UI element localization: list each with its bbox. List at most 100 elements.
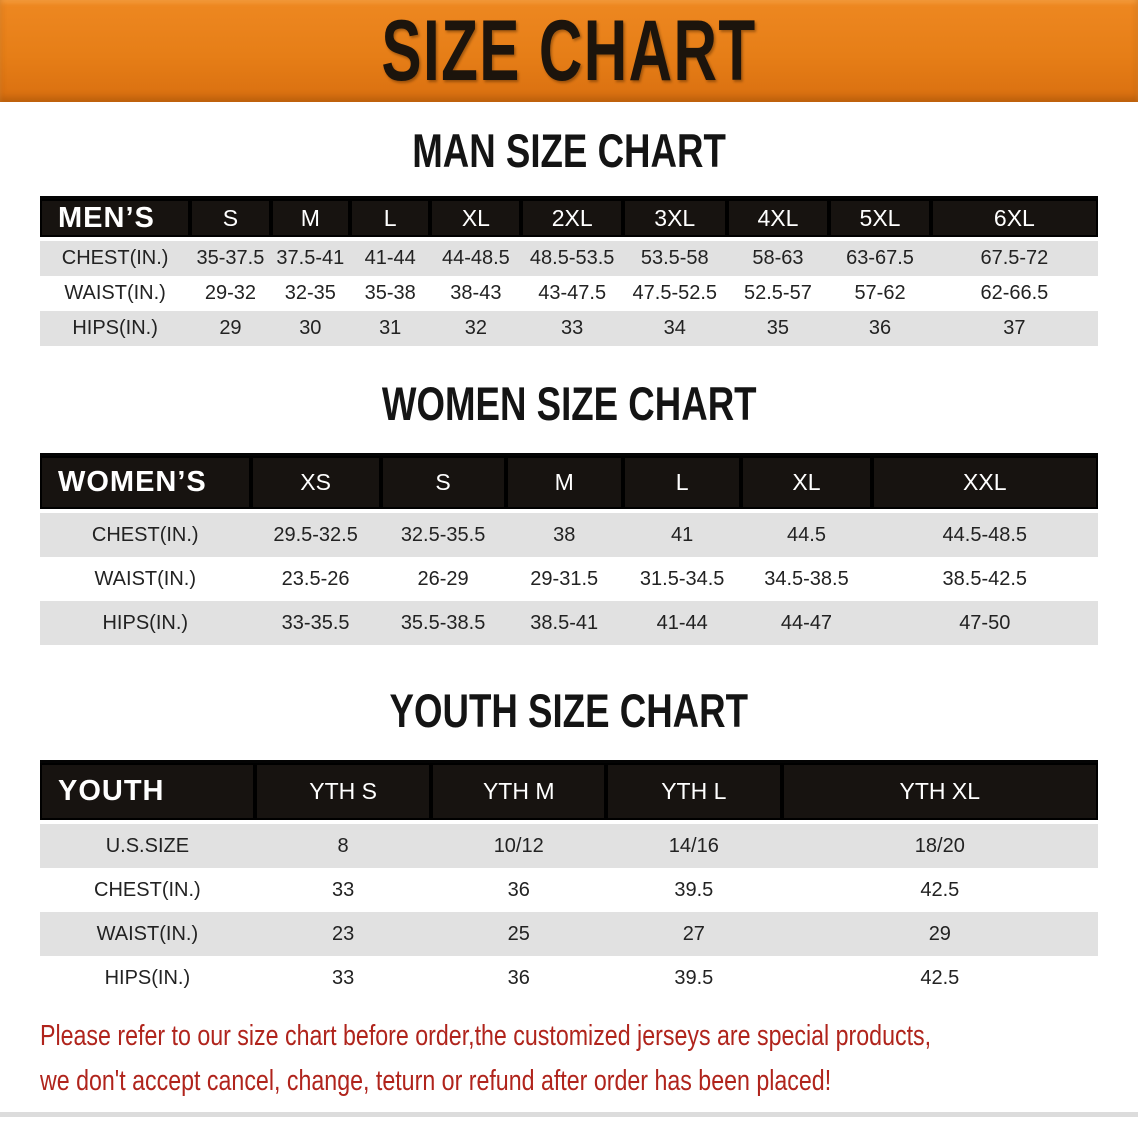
measurement-value: 44-47 [780, 611, 833, 634]
measurement-value: 44-48.5 [441, 247, 510, 269]
measurement-value: 33 [331, 878, 355, 901]
measurement-value: 48.5-53.5 [529, 247, 615, 269]
measurement-value: 32.5-35.5 [400, 523, 486, 546]
size-header-cell: 2XL [521, 196, 623, 241]
measurement-value: 38 [553, 523, 576, 546]
table-header-row: WOMEN’S XS S M L XL XXL [40, 453, 1098, 513]
measurement-value: 38.5-41 [530, 611, 599, 634]
measurement-value: 67.5-72 [980, 247, 1049, 269]
measurement-row: CHEST(IN.) 35-37.5 37.5-41 41-44 44-48.5 48.5… [40, 241, 1098, 276]
measurement-value: 35-37.5 [196, 247, 265, 269]
disclaimer-line-2: we don't accept cancel, change, teturn o… [40, 1059, 1138, 1104]
size-header-cell: L [349, 196, 431, 241]
measurement-value: 44.5 [787, 523, 826, 546]
measurement-row: WAIST(IN.) 29-32 32-35 35-38 38-43 43-47.5 47.… [40, 276, 1098, 311]
measurement-value: 44.5-48.5 [942, 523, 1028, 546]
measurement-value: 52.5-57 [744, 282, 812, 304]
table-header-row: MEN’S S M L XL 2XL 3XL 4XL 5XL 6XL [40, 196, 1098, 241]
measurement-value: 41-44 [656, 611, 708, 634]
measurement-value: 18/20 [914, 834, 965, 857]
measurement-row: WAIST(IN.) 23 25 27 29 [40, 912, 1098, 956]
bottom-edge-divider [0, 1112, 1138, 1117]
disclaimer-line-1: Please refer to our size chart before or… [40, 1014, 1138, 1059]
measurement-value: 35.5-38.5 [400, 611, 486, 634]
measurement-row: CHEST(IN.) 33 36 39.5 42.5 [40, 868, 1098, 912]
men-size-section: MAN SIZE CHART MEN’S S M L XL 2XL 3XL 4XL 5XL 6XL… [0, 102, 1138, 346]
measurement-value: 37 [1003, 317, 1026, 339]
measurement-value: 42.5 [920, 966, 960, 989]
measurement-value: 26-29 [417, 567, 469, 590]
measurement-value: 33 [561, 317, 584, 339]
measurement-label: U.S.SIZE [105, 834, 190, 857]
measurement-value: 14/16 [668, 834, 719, 857]
measurement-value: 35-38 [364, 282, 416, 304]
size-header-cell: L [622, 453, 742, 513]
size-header-cell: 4XL [726, 196, 830, 241]
youth-size-section: YOUTH SIZE CHART YOUTH YTH S YTH M YTH L YTH… [0, 645, 1138, 1000]
size-header-cell: YTH S [254, 760, 432, 824]
measurement-label: CHEST(IN.) [94, 878, 201, 901]
measurement-value: 29 [219, 317, 242, 339]
measurement-value: 38.5-42.5 [942, 567, 1028, 590]
measurement-label: CHEST(IN.) [61, 247, 169, 269]
size-header-cell: 3XL [622, 196, 727, 241]
disclaimer: Please refer to our size chart before or… [0, 1000, 1138, 1104]
size-header-cell: XXL [871, 453, 1098, 513]
table-title-cell: YOUTH [40, 760, 255, 824]
measurement-label: HIPS(IN.) [72, 317, 158, 339]
measurement-value: 41-44 [364, 247, 416, 269]
measurement-value: 57-62 [854, 282, 906, 304]
size-header-cell: S [380, 453, 506, 513]
measurement-value: 25 [507, 922, 530, 945]
measurement-value: 39.5 [674, 966, 714, 989]
measurement-value: 63-67.5 [846, 247, 914, 269]
size-header-cell: M [270, 196, 350, 241]
measurement-value: 38-43 [450, 282, 502, 304]
measurement-label: WAIST(IN.) [94, 567, 196, 590]
measurement-value: 37.5-41 [276, 247, 345, 269]
measurement-row: HIPS(IN.) 33 36 39.5 42.5 [40, 956, 1098, 1000]
women-size-table: WOMEN’S XS S M L XL XXL CHEST(IN.) 29.5-32.5 32.5… [40, 453, 1098, 645]
size-header-cell: 5XL [829, 196, 931, 241]
measurement-value: 34.5-38.5 [764, 567, 849, 590]
measurement-value: 32 [464, 317, 487, 339]
measurement-value: 33-35.5 [281, 611, 350, 634]
measurement-row: HIPS(IN.) 33-35.5 35.5-38.5 38.5-41 41-44 44-… [40, 601, 1098, 645]
measurement-value: 23.5-26 [281, 567, 350, 590]
measurement-value: 27 [682, 922, 705, 945]
size-header-cell: XL [430, 196, 522, 241]
men-size-table: MEN’S S M L XL 2XL 3XL 4XL 5XL 6XL CHEST(IN.) 35-37… [40, 196, 1098, 346]
page-title: SIZE CHART [381, 3, 757, 99]
measurement-value: 34 [663, 317, 686, 339]
youth-size-table: YOUTH YTH S YTH M YTH L YTH XL U.S.SIZE 8 10/12… [40, 760, 1098, 1000]
women-size-section: WOMEN SIZE CHART WOMEN’S XS S M L XL XXL CHEST(… [0, 346, 1138, 645]
measurement-row: CHEST(IN.) 29.5-32.5 32.5-35.5 38 41 44.5 44.5… [40, 513, 1098, 557]
size-header-cell: YTH L [606, 760, 782, 824]
disclaimer-line-1-text: Please refer to our size chart before or… [40, 1020, 932, 1052]
measurement-value: 41 [671, 523, 694, 546]
measurement-value: 29-31.5 [530, 567, 599, 590]
size-header-cell: XL [741, 453, 872, 513]
measurement-value: 42.5 [920, 878, 960, 901]
measurement-label: CHEST(IN.) [91, 523, 199, 546]
measurement-value: 10/12 [493, 834, 544, 857]
women-section-heading: WOMEN SIZE CHART [0, 346, 1138, 453]
measurement-value: 36 [507, 878, 530, 901]
measurement-value: 32-35 [284, 282, 336, 304]
measurement-value: 8 [337, 834, 349, 857]
measurement-row: HIPS(IN.) 29 30 31 32 33 34 35 36 37 [40, 311, 1098, 346]
measurement-value: 29-32 [204, 282, 257, 304]
measurement-value: 29.5-32.5 [273, 523, 358, 546]
table-header-row: YOUTH YTH S YTH M YTH L YTH XL [40, 760, 1098, 824]
youth-section-heading: YOUTH SIZE CHART [0, 645, 1138, 760]
measurement-value: 23 [331, 922, 355, 945]
measurement-value: 47.5-52.5 [632, 282, 718, 304]
disclaimer-line-2-text: we don't accept cancel, change, teturn o… [40, 1065, 832, 1097]
measurement-value: 33 [331, 966, 355, 989]
measurement-label: WAIST(IN.) [64, 282, 166, 304]
size-header-cell: M [505, 453, 623, 513]
measurement-value: 43-47.5 [538, 282, 607, 304]
youth-section-heading-text: YOUTH SIZE CHART [389, 684, 749, 737]
measurement-value: 29 [928, 922, 951, 945]
measurement-row: U.S.SIZE 8 10/12 14/16 18/20 [40, 824, 1098, 868]
